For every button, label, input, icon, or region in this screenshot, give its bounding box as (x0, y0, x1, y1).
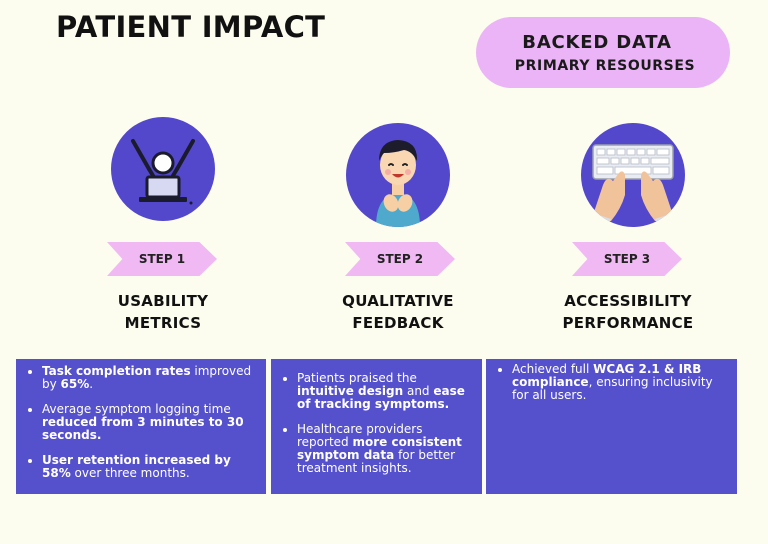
celebrating-user-laptop-icon (111, 117, 215, 221)
hands-typing-keyboard-icon (581, 123, 685, 227)
happy-patient-icon (346, 123, 450, 227)
badge-main-text: BACKED DATA (522, 31, 672, 53)
step-2-arrow: STEP 2 (345, 242, 455, 276)
backed-data-badge: BACKED DATA PRIMARY RESOURSES (476, 17, 730, 88)
usability-metrics-box: Task completion rates improved by 65%. A… (16, 359, 266, 494)
list-item: Average symptom logging time reduced fro… (42, 403, 258, 442)
list-item: Achieved full WCAG 2.1 & IRB compliance,… (512, 363, 729, 402)
step-3-title: ACCESSIBILITY PERFORMANCE (528, 290, 728, 334)
accessibility-performance-box: Achieved full WCAG 2.1 & IRB compliance,… (486, 359, 737, 494)
step-3-title-line2: PERFORMANCE (562, 314, 694, 332)
list-item: Patients praised the intuitive design an… (297, 372, 474, 411)
step-1-title-line1: USABILITY (117, 292, 209, 310)
page-title: PATIENT IMPACT (56, 10, 326, 44)
step-3-arrow: STEP 3 (572, 242, 682, 276)
list-item: User retention increased by 58% over thr… (42, 454, 258, 480)
list-item: Healthcare providers reported more consi… (297, 423, 474, 475)
step-3-title-line1: ACCESSIBILITY (564, 292, 692, 310)
step-1-arrow: STEP 1 (107, 242, 217, 276)
step-1-title-line2: METRICS (124, 314, 202, 332)
qualitative-feedback-box: Patients praised the intuitive design an… (271, 359, 482, 494)
list-item: Task completion rates improved by 65%. (42, 365, 258, 391)
step-2-title-line2: FEEDBACK (352, 314, 444, 332)
step-2-title: QUALITATIVE FEEDBACK (298, 290, 498, 334)
step-1-title: USABILITY METRICS (63, 290, 263, 334)
badge-sub-text: PRIMARY RESOURSES (514, 57, 696, 74)
step-2-title-line1: QUALITATIVE (342, 292, 454, 310)
